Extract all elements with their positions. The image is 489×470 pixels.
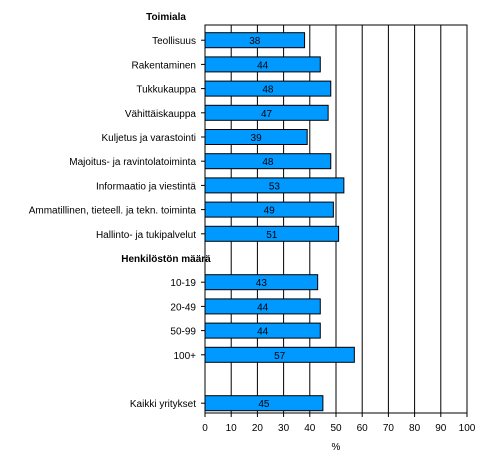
category-label: Kaikki yritykset xyxy=(130,399,196,410)
category-label: 20-49 xyxy=(170,302,196,313)
x-tick-label: 90 xyxy=(435,423,447,434)
value-label: 53 xyxy=(269,181,281,192)
value-label: 47 xyxy=(261,109,273,120)
value-label: 44 xyxy=(257,60,269,71)
x-tick-label: 60 xyxy=(357,423,369,434)
bars xyxy=(204,32,355,412)
category-label: Rakentaminen xyxy=(132,60,196,71)
x-axis-label: % xyxy=(332,442,341,453)
value-label: 44 xyxy=(257,302,269,313)
category-label: Ammatillinen, tieteell. ja tekn. toimint… xyxy=(29,206,197,217)
category-label: Majoitus- ja ravintolatoiminta xyxy=(69,157,196,168)
x-tick-label: 20 xyxy=(252,423,264,434)
x-tick-label: 10 xyxy=(226,423,238,434)
value-label: 51 xyxy=(266,230,278,241)
x-tick-label: 30 xyxy=(278,423,290,434)
category-label: Teollisuus xyxy=(152,36,196,47)
x-tick-label: 50 xyxy=(330,423,342,434)
x-tick-label: 70 xyxy=(383,423,395,434)
category-label: Kuljetus ja varastointi xyxy=(102,133,197,144)
x-tick-label: 40 xyxy=(304,423,316,434)
group-heading: Toimiala xyxy=(146,12,186,23)
category-label: Informaatio ja viestintä xyxy=(96,181,196,192)
value-label: 57 xyxy=(274,351,286,362)
category-label: Hallinto- ja tukipalvelut xyxy=(96,230,196,241)
category-label: Vähittäiskauppa xyxy=(125,109,197,120)
value-label: 38 xyxy=(249,36,261,47)
x-tick-label: 0 xyxy=(202,423,208,434)
category-label: 10-19 xyxy=(170,278,196,289)
value-label: 39 xyxy=(251,133,263,144)
x-axis-ticks: 0 10 20 30 40 50 60 70 80 90 100 xyxy=(202,413,476,434)
category-label: Tukkukauppa xyxy=(136,85,196,96)
value-label: 45 xyxy=(258,399,270,410)
value-label: 44 xyxy=(257,327,269,338)
x-tick-label: 80 xyxy=(409,423,421,434)
value-label: 48 xyxy=(262,157,274,168)
x-tick-label: 100 xyxy=(459,423,476,434)
category-label: 100+ xyxy=(173,351,196,362)
value-label: 49 xyxy=(264,206,276,217)
category-labels: Teollisuus Rakentaminen Tukkukauppa Vähittä… xyxy=(29,36,205,410)
group-headings: Toimiala Henkilöstön määrä xyxy=(121,12,211,265)
value-label: 43 xyxy=(256,278,268,289)
value-label: 48 xyxy=(262,85,274,96)
category-label: 50-99 xyxy=(170,327,196,338)
group-heading: Henkilöstön määrä xyxy=(121,254,211,265)
value-labels: 38 44 48 47 39 48 53 49 51 43 44 44 57 45 xyxy=(249,36,285,410)
